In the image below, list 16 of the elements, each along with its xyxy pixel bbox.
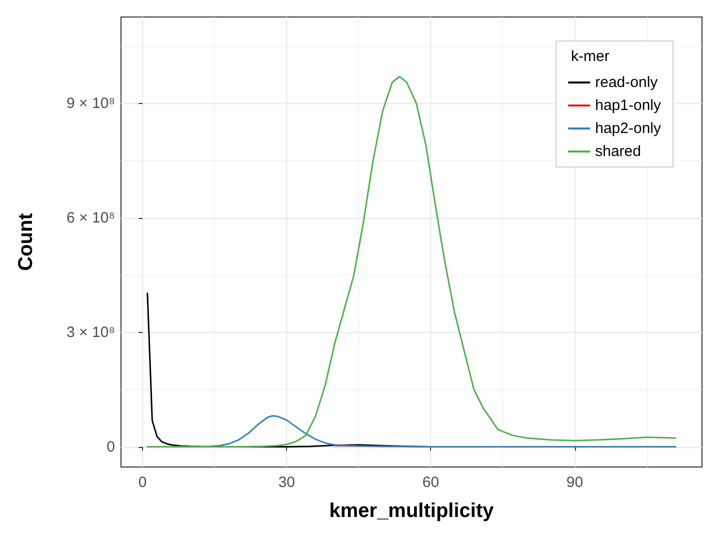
legend-label: hap2-only: [595, 120, 662, 137]
x-tick-label: 60: [422, 474, 440, 491]
x-axis-title: kmer_multiplicity: [329, 500, 495, 522]
x-tick-label: 0: [138, 474, 147, 491]
legend-label: read-only: [595, 74, 658, 91]
legend-label: shared: [595, 143, 641, 160]
y-tick-label: 3 × 10⁸: [66, 324, 115, 341]
y-tick-label: 0: [106, 438, 115, 456]
x-tick-label: 90: [566, 474, 584, 491]
legend-title: k-mer: [571, 48, 610, 65]
y-axis-title: Count: [15, 212, 37, 271]
y-tick-label: 9 × 10⁸: [66, 94, 115, 112]
x-tick-label: 30: [278, 474, 295, 491]
y-tick-label: 6 × 10⁸: [66, 209, 115, 226]
line-series: [146, 76, 676, 448]
legend-label: hap1-only: [595, 97, 662, 114]
